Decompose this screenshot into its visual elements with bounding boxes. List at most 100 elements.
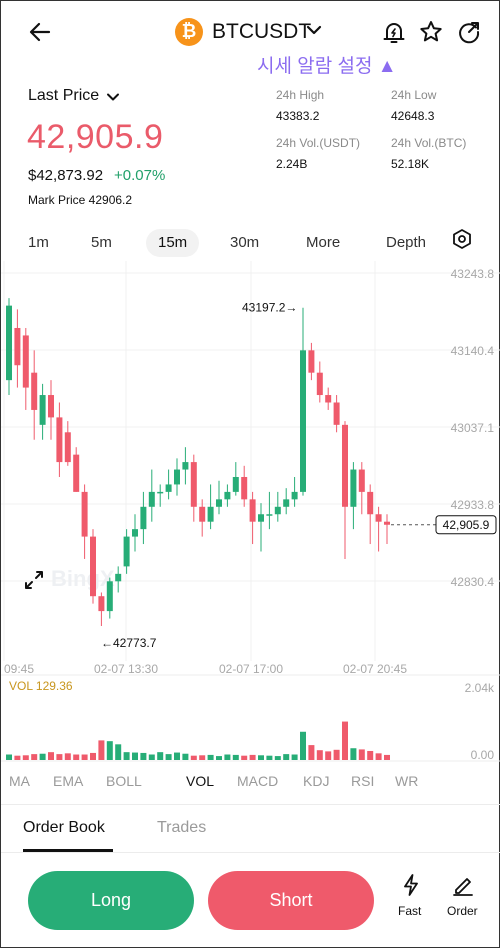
- timeframe-30m[interactable]: 30m: [230, 234, 260, 251]
- price-alert-setting-text[interactable]: 시세 알람 설정 ▲: [257, 56, 397, 77]
- candle-body: [90, 536, 96, 597]
- last-price-selector[interactable]: Last Price: [28, 87, 99, 105]
- volume-bar: [333, 749, 340, 760]
- volume-bar: [31, 754, 38, 760]
- candle-body: [216, 499, 222, 507]
- candle-body: [98, 596, 105, 612]
- stat-vol-usdt-label: 24h Vol.(USDT): [276, 136, 361, 150]
- volume-bar: [90, 752, 96, 760]
- volume-bar: [375, 753, 382, 760]
- volume-bar: [199, 755, 206, 760]
- volume-bar: [274, 756, 281, 760]
- candle-body: [148, 491, 155, 507]
- candle-body: [14, 327, 21, 366]
- candle-body: [241, 476, 248, 500]
- share-icon[interactable]: [456, 19, 482, 45]
- candle-body: [174, 469, 180, 485]
- indicator-wr[interactable]: WR: [395, 773, 419, 789]
- candle-body: [182, 462, 189, 470]
- volume-bar: [56, 754, 63, 760]
- candle-body: [367, 491, 374, 515]
- stat-low-value: 42648.3: [391, 109, 435, 123]
- long-button[interactable]: Long: [28, 871, 194, 930]
- candle-body: [6, 305, 12, 381]
- time-axis-label: 09:45: [4, 662, 34, 676]
- fast-button[interactable]: Fast: [398, 904, 422, 918]
- settings-hexagon-icon[interactable]: [451, 228, 473, 250]
- back-arrow-icon[interactable]: [27, 19, 53, 45]
- volume-bar: [157, 752, 164, 760]
- candlestick-chart[interactable]: BingX 43243.8 43140.4 43037.1 42933.8 42830.…: [1, 261, 500, 766]
- fullscreen-expand-icon[interactable]: [23, 569, 45, 591]
- time-axis-label: 02-07 13:30: [94, 662, 158, 676]
- candle-body: [384, 521, 390, 525]
- volume-bar: [48, 752, 54, 760]
- indicator-ema[interactable]: EMA: [53, 773, 84, 789]
- stat-high-value: 43383.2: [276, 109, 320, 123]
- volume-bar: [73, 754, 80, 760]
- indicator-rsi[interactable]: RSI: [351, 773, 375, 789]
- candle-body: [132, 529, 138, 537]
- volume-bar: [106, 741, 113, 760]
- candle-body: [123, 536, 130, 567]
- volume-bar: [325, 751, 332, 760]
- volume-bar: [216, 756, 222, 760]
- candle-body: [199, 506, 206, 522]
- timeframe-15m[interactable]: 15m: [146, 229, 200, 257]
- pair-selector[interactable]: BTCUSDT: [212, 20, 312, 43]
- indicator-boll[interactable]: BOLL: [106, 773, 142, 789]
- lightning-icon[interactable]: [400, 873, 422, 897]
- tab-order-book[interactable]: Order Book: [23, 819, 105, 836]
- indicator-macd[interactable]: MACD: [237, 773, 279, 789]
- candle-body: [207, 506, 214, 522]
- volume-bar: [367, 750, 374, 760]
- indicator-ma[interactable]: MA: [9, 773, 30, 789]
- stat-vol-usdt-value: 2.24B: [276, 157, 308, 171]
- bitcoin-coin-icon: ₿: [175, 18, 203, 46]
- candle-body: [224, 491, 231, 500]
- timeframe-more[interactable]: More: [306, 234, 341, 251]
- chevron-down-icon[interactable]: [105, 89, 121, 105]
- depth-tab[interactable]: Depth: [386, 234, 427, 251]
- volume-bar: [98, 740, 105, 760]
- candle-body: [232, 476, 239, 492]
- price-alert-bell-icon[interactable]: [381, 19, 407, 45]
- indicator-kdj[interactable]: KDJ: [303, 773, 330, 789]
- volume-bar: [132, 752, 138, 760]
- candle-body: [56, 417, 63, 463]
- volume-bar: [81, 754, 88, 760]
- star-icon[interactable]: [418, 19, 444, 45]
- volume-bar: [174, 752, 180, 760]
- current-price-label: 42,905.9: [443, 518, 490, 532]
- candle-body: [333, 402, 340, 425]
- candle-body: [165, 484, 172, 492]
- candle-body: [81, 491, 88, 537]
- volume-bar: [140, 752, 147, 760]
- volume-bar: [266, 755, 273, 760]
- candle-body: [274, 506, 281, 515]
- pen-icon[interactable]: [451, 873, 475, 897]
- high-price-marker: 43197.2→: [242, 301, 297, 315]
- order-button[interactable]: Order: [447, 904, 478, 918]
- candle-body: [316, 372, 323, 396]
- short-button[interactable]: Short: [208, 871, 374, 930]
- volume-bar: [384, 754, 390, 760]
- tab-trades[interactable]: Trades: [157, 819, 207, 836]
- timeframe-1m[interactable]: 1m: [28, 234, 49, 251]
- indicator-vol[interactable]: VOL: [186, 773, 215, 789]
- current-price-tag: [435, 515, 497, 535]
- volume-bar: [342, 721, 348, 760]
- chevron-down-icon[interactable]: [305, 21, 323, 39]
- time-axis-label: 02-07 20:45: [343, 662, 407, 676]
- price-tick-label: 43140.4: [451, 344, 495, 358]
- timeframe-5m[interactable]: 5m: [91, 234, 112, 251]
- candle-body: [22, 335, 29, 388]
- candle-body: [325, 395, 332, 403]
- candle-body: [157, 491, 164, 494]
- candle-body: [190, 462, 197, 507]
- candle-body: [64, 432, 71, 463]
- volume-bar: [182, 753, 189, 760]
- volume-bar: [258, 755, 264, 760]
- price-tick-label: 42933.8: [451, 498, 495, 512]
- candle-body: [140, 506, 147, 530]
